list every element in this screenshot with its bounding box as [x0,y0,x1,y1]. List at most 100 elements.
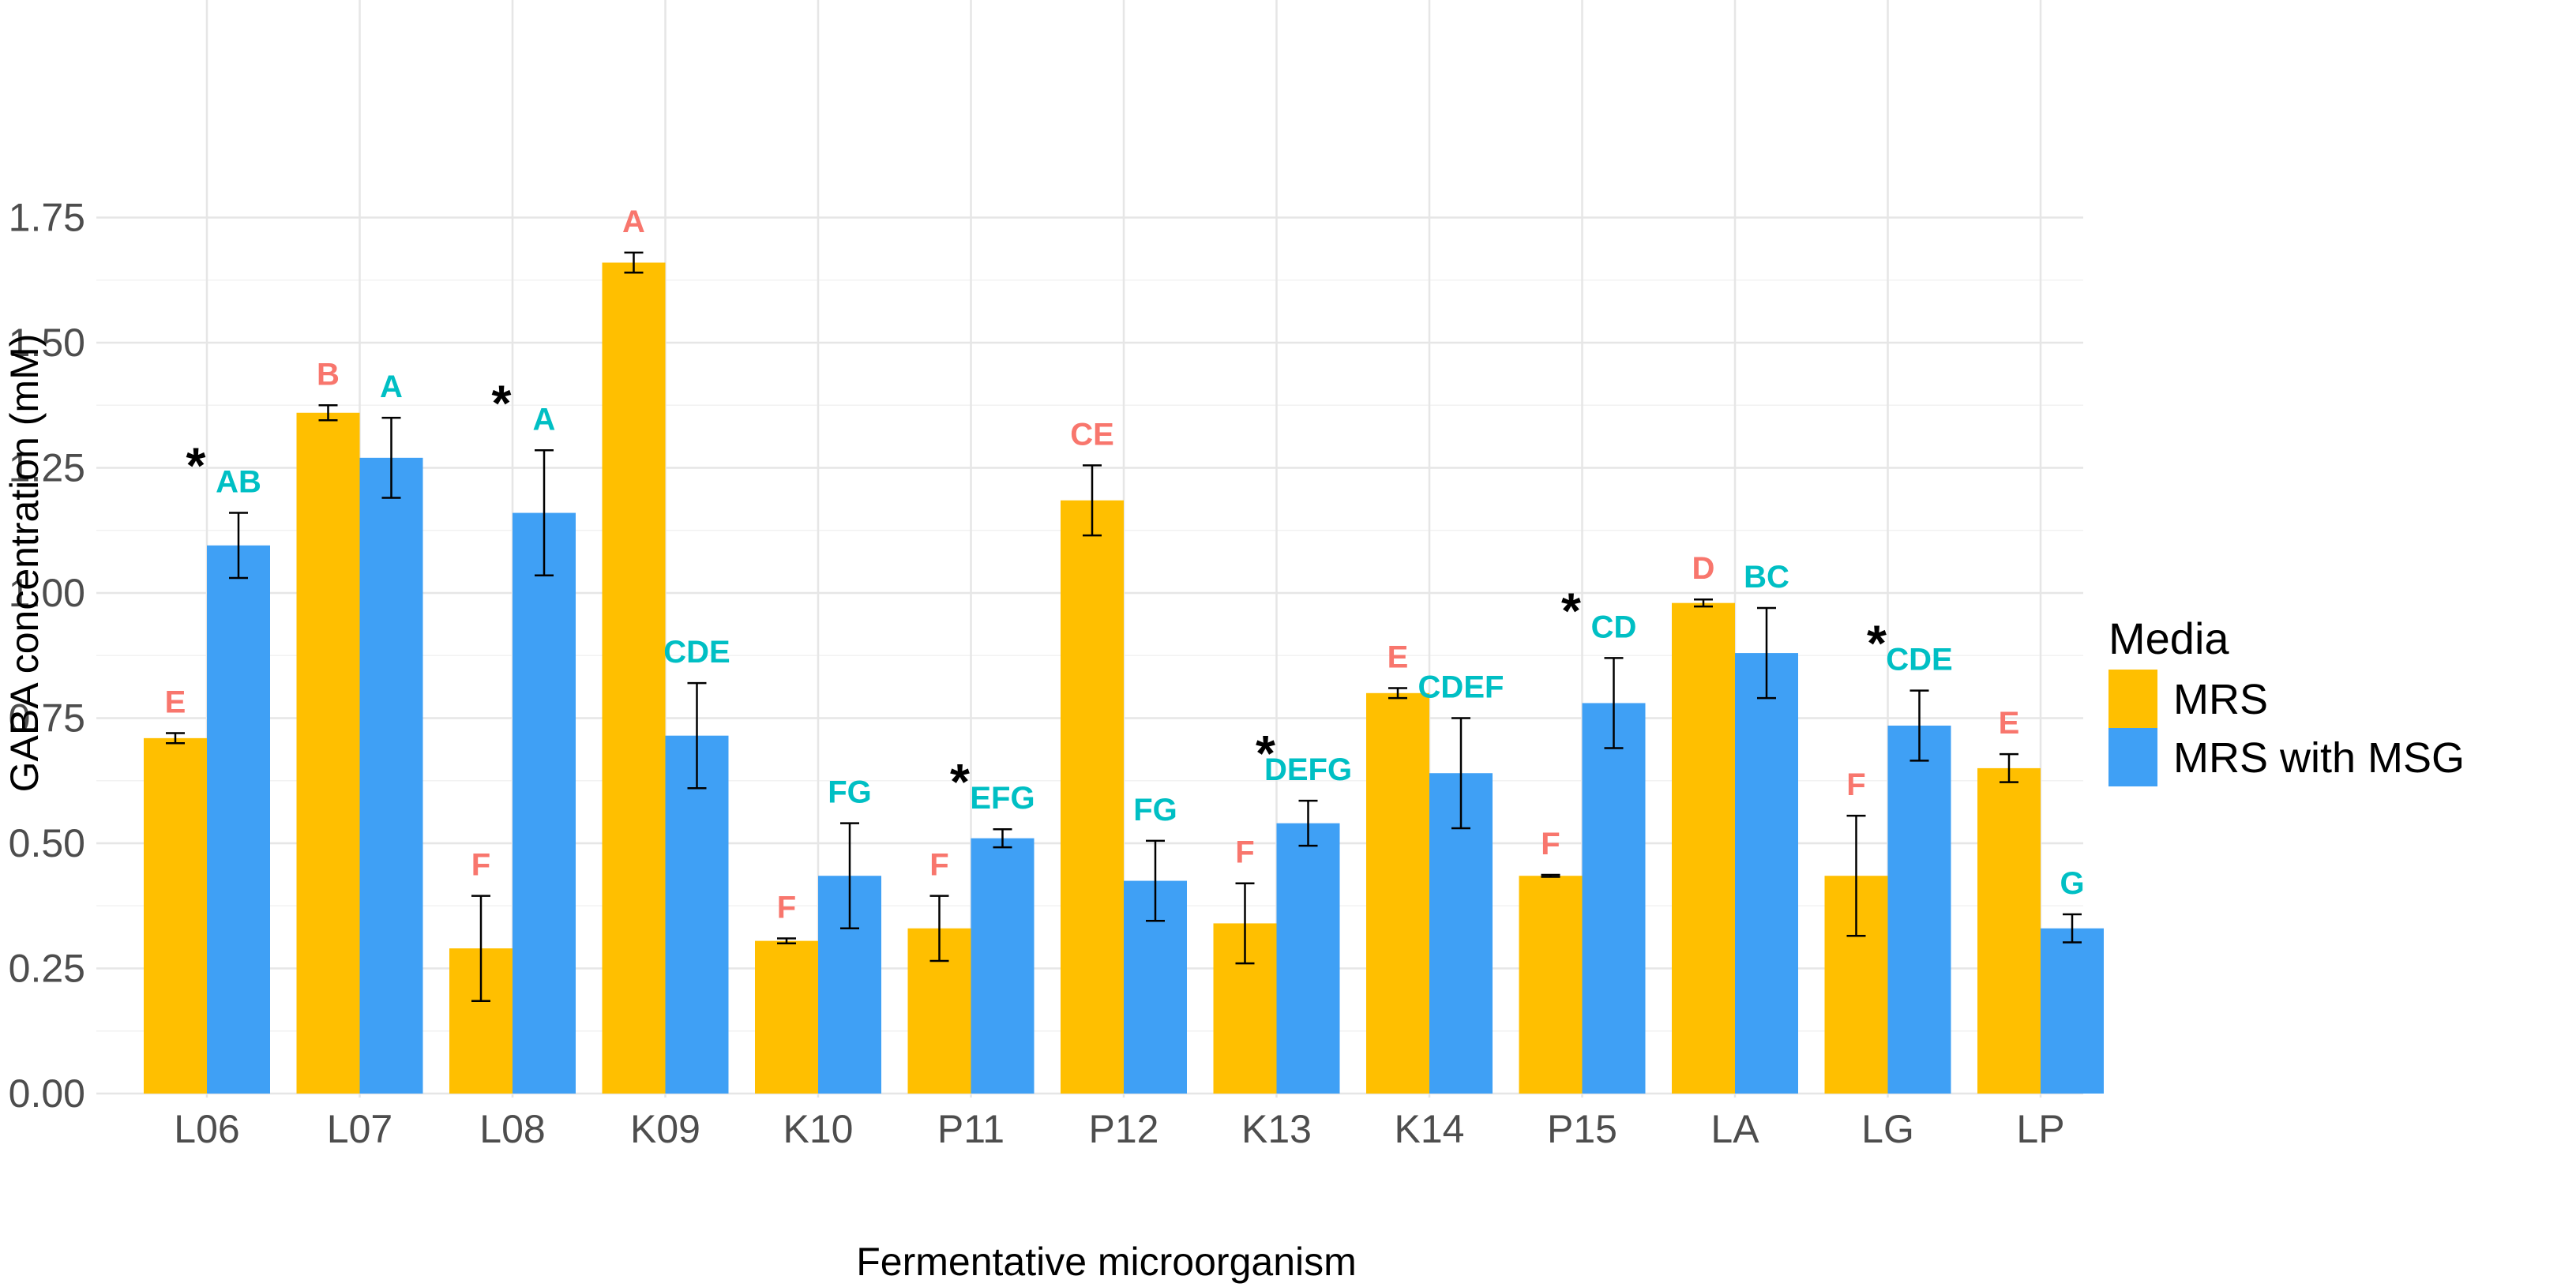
error-bar [1604,657,1624,749]
bar-mrs-p12 [1061,500,1124,1094]
significance-letter: F [1846,767,1865,802]
x-tick-label: K14 [1395,1107,1465,1151]
bar-mrs-with-msg-la [1735,653,1798,1094]
y-tick-label: 0.50 [9,821,85,865]
y-tick-label: 0.75 [9,696,85,741]
significance-letter: A [380,370,403,404]
bar-mrs-with-msg-k09 [665,735,729,1094]
error-bar [840,822,859,930]
significance-letter: CDE [1886,643,1952,677]
significance-letter: F [471,848,490,883]
error-bar [2000,752,2018,783]
error-bar [471,895,490,1002]
x-axis-title: Fermentative microorganism [856,1240,1357,1284]
error-bars-layer [166,251,2082,1002]
significance-letter: DEFG [1264,752,1352,787]
y-axis: 0.00 0.25 0.50 0.75 1.00 1.25 1.50 1.75 [9,196,85,1116]
error-bar [1146,839,1165,922]
error-bar [1909,689,1929,762]
y-tick-label: 0.25 [9,947,85,991]
error-bar [229,512,248,580]
significance-asterisk: * [1256,725,1275,782]
y-tick-label: 1.75 [9,196,85,240]
x-tick-label: LA [1710,1107,1759,1151]
error-bar [2063,913,2082,944]
significance-letter: FG [1133,793,1177,827]
x-tick-label: L07 [327,1107,392,1151]
error-bar [381,416,401,499]
significance-letter: CDE [663,635,730,670]
bar-mrs-with-msg-p15 [1582,703,1646,1094]
x-tick-label: K13 [1241,1107,1312,1151]
significance-asterisk: * [186,437,206,494]
significance-letter: D [1692,551,1715,586]
y-tick-label: 1.00 [9,571,85,615]
error-bar [1451,717,1470,830]
error-bar [777,937,796,945]
bar-mrs-l06 [144,737,207,1094]
error-bar [1298,799,1318,847]
error-bar [929,895,949,962]
bar-mrs-with-msg-l08 [513,512,576,1094]
significance-asterisk: * [492,374,512,431]
bar-mrs-lp [1977,767,2041,1094]
error-bar [1757,606,1776,700]
legend-swatch-mrs [2108,670,2157,728]
significance-asterisk: * [1867,615,1887,672]
significance-asterisk: * [1561,582,1581,639]
bar-mrs-with-msg-p11 [971,838,1035,1094]
significance-asterisk: * [950,753,970,810]
error-bar [535,449,554,577]
letter-labels-layer: E B F A F F CE F E F D F E AB A A CDE FG EFG FG DEFG CDEF CD BC… [165,204,2085,925]
y-tick-label: 1.50 [9,321,85,365]
significance-letter: A [533,402,556,437]
y-axis-title: GABA concentration (mM) [2,334,47,793]
legend-swatch-mrs-with-msg [2108,728,2157,786]
significance-letter: EFG [970,781,1035,816]
error-bar [1083,464,1102,537]
legend: Media MRS MRS with MSG [2108,613,2465,786]
x-tick-label: L08 [479,1107,545,1151]
significance-letter: CE [1070,417,1114,452]
significance-letter: F [929,848,948,883]
significance-letter: E [165,685,186,720]
legend-label-mrs-with-msg: MRS with MSG [2173,734,2465,782]
bar-mrs-la [1672,602,1735,1094]
error-bar [1235,882,1255,965]
x-tick-label: K10 [783,1107,854,1151]
bar-mrs-k14 [1366,692,1429,1094]
significance-letter: CD [1591,610,1637,644]
significance-letter: B [317,357,340,392]
significance-letter: G [2060,866,2084,901]
x-tick-label: LP [2016,1107,2064,1151]
significance-letter: FG [828,775,872,810]
x-tick-label: P12 [1089,1107,1159,1151]
bar-mrs-with-msg-lp [2041,928,2104,1094]
x-tick-label: LG [1861,1107,1914,1151]
significance-letter: F [1235,835,1254,870]
error-bar [1694,598,1713,608]
error-bar [1846,814,1866,937]
error-bar [1388,687,1407,700]
bar-mrs-with-msg-l06 [207,545,270,1094]
x-tick-label: P15 [1547,1107,1617,1151]
significance-letter: BC [1744,560,1789,595]
error-bar [624,251,644,274]
significance-letter: F [1541,827,1560,861]
bar-mrs-p15 [1519,876,1583,1094]
bar-mrs-l07 [296,412,360,1094]
x-tick-label: P11 [937,1107,1004,1151]
y-tick-label: 1.25 [9,446,85,490]
error-bar [318,404,338,422]
bar-mrs-with-msg-l07 [359,457,423,1094]
bar-mrs-with-msg-k13 [1276,823,1340,1094]
significance-letter: A [622,204,645,239]
legend-title: Media [2108,613,2229,663]
error-bar [687,681,707,790]
bar-mrs-with-msg-lg [1887,726,1951,1094]
significance-letter: CDEF [1418,670,1504,705]
legend-label-mrs: MRS [2173,676,2268,723]
significance-letter: E [1388,640,1409,674]
